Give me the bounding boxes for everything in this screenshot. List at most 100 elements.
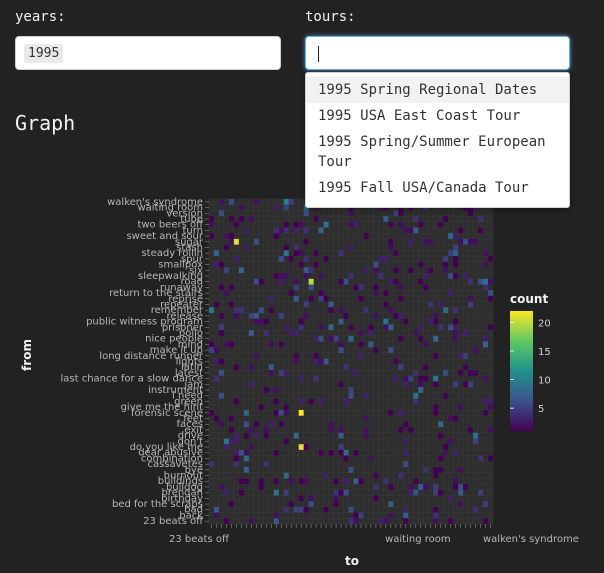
heatmap-cell xyxy=(218,421,224,428)
heatmap-cell xyxy=(293,244,299,251)
heatmap-cell xyxy=(303,313,309,319)
heatmap-cell xyxy=(263,432,269,439)
heatmap-cell xyxy=(243,409,249,416)
heatmap-cell xyxy=(228,415,234,422)
heatmap-cell xyxy=(368,341,374,348)
heatmap-cell xyxy=(328,427,334,433)
heatmap-cell xyxy=(293,284,299,291)
tour-option-spring-summer-european[interactable]: 1995 Spring/Summer European Tour xyxy=(318,134,546,170)
heatmap-cell xyxy=(363,432,369,439)
y-tick-label: latest xyxy=(175,368,203,379)
heatmap-cell xyxy=(293,330,299,336)
tour-option-fall-usa-canada[interactable]: 1995 Fall USA/Canada Tour xyxy=(318,180,529,196)
heatmap-cell xyxy=(303,210,309,217)
heatmap-cell xyxy=(298,261,304,268)
y-tick-label: bad xyxy=(184,505,203,516)
heatmap-cell xyxy=(273,387,279,393)
heatmap-cell xyxy=(398,210,404,217)
heatmap-cell xyxy=(343,478,349,485)
y-tick-label: bye xyxy=(185,465,203,476)
heatmap-cell xyxy=(283,404,289,410)
heatmap-cell xyxy=(413,370,419,376)
heatmap-cell xyxy=(398,335,404,342)
heatmap-cell xyxy=(483,284,489,291)
heatmap-cell xyxy=(418,484,424,490)
heatmap-cell xyxy=(348,387,354,393)
heatmap-cell xyxy=(273,449,279,456)
heatmap-cell xyxy=(353,512,359,519)
heatmap-cell xyxy=(243,432,249,439)
heatmap-cell xyxy=(453,318,459,325)
y-tick-label: release xyxy=(167,311,203,322)
x-tick-label: walken's syndrome xyxy=(483,534,579,545)
heatmap-cell xyxy=(209,347,214,353)
heatmap-cell xyxy=(263,330,269,336)
heatmap-cell xyxy=(298,318,304,325)
heatmap-cell xyxy=(418,278,424,285)
y-tick-label: sugar xyxy=(175,237,204,248)
heatmap-cell xyxy=(433,404,439,410)
heatmap-cell xyxy=(393,267,399,274)
heatmap-cell xyxy=(443,216,449,222)
heatmap-cell xyxy=(408,484,414,490)
tour-option-usa-east-coast[interactable]: 1995 USA East Coast Tour xyxy=(318,108,521,124)
heatmap-cell xyxy=(398,295,404,302)
heatmap-cell xyxy=(488,278,493,285)
heatmap-cell xyxy=(473,347,479,353)
heatmap-cell xyxy=(403,512,409,519)
heatmap-cell xyxy=(348,210,354,217)
heatmap-cell xyxy=(433,518,439,524)
heatmap-cell xyxy=(228,238,234,245)
heatmap-cell xyxy=(318,227,324,234)
heatmap-cell xyxy=(453,273,459,279)
years-input[interactable]: 1995 xyxy=(15,36,281,70)
heatmap-cell xyxy=(483,261,489,268)
heatmap-cell xyxy=(353,449,359,456)
heatmap-cell xyxy=(453,449,459,456)
heatmap-cell xyxy=(298,250,304,257)
heatmap-cell xyxy=(388,244,394,251)
heatmap-cell xyxy=(233,438,239,445)
heatmap-cell xyxy=(209,221,214,228)
heatmap-cell xyxy=(408,238,414,245)
tour-option-spring-regional[interactable]: 1995 Spring Regional Dates xyxy=(306,77,569,103)
heatmap-cell xyxy=(448,438,454,445)
heatmap-cell xyxy=(488,398,493,405)
heatmap-cell xyxy=(223,489,229,496)
tours-input[interactable] xyxy=(305,36,570,70)
heatmap-cell xyxy=(303,444,309,450)
y-tick-label: polio xyxy=(179,328,203,339)
heatmap-cell xyxy=(363,427,369,433)
x-tick-label: waiting room xyxy=(385,534,451,545)
y-tick-label: burnout xyxy=(164,471,203,482)
heatmap-cell xyxy=(218,261,224,268)
heatmap-cell xyxy=(298,324,304,331)
heatmap-cell xyxy=(468,295,474,302)
heatmap-cell xyxy=(373,284,379,291)
heatmap-cell xyxy=(473,370,479,376)
heatmap-cell xyxy=(403,506,409,513)
y-tick-label: public witness program xyxy=(86,317,203,328)
heatmap-cell xyxy=(263,318,269,325)
heatmap-cell xyxy=(458,404,464,410)
heatmap-cell xyxy=(233,461,239,467)
heatmap-cell xyxy=(453,244,459,251)
heatmap-cell xyxy=(233,432,239,439)
heatmap-cell xyxy=(218,370,224,376)
heatmap-cell xyxy=(393,375,399,382)
heatmap-cell xyxy=(313,335,319,342)
heatmap-cell xyxy=(308,284,314,291)
heatmap-cell xyxy=(458,466,464,473)
heatmap-cell xyxy=(438,301,444,308)
heatmap-cell xyxy=(343,455,349,462)
heatmap-cell xyxy=(323,358,329,365)
heatmap-cell xyxy=(458,489,464,496)
heatmap-cell xyxy=(328,335,334,342)
heatmap-cell xyxy=(423,284,429,291)
heatmap-cell xyxy=(283,273,289,279)
heatmap-cell xyxy=(468,427,474,433)
heatmap-cell xyxy=(358,295,364,302)
heatmap-cell xyxy=(243,455,249,462)
heatmap-cell xyxy=(448,495,454,502)
years-selected-chip[interactable]: 1995 xyxy=(24,44,64,63)
